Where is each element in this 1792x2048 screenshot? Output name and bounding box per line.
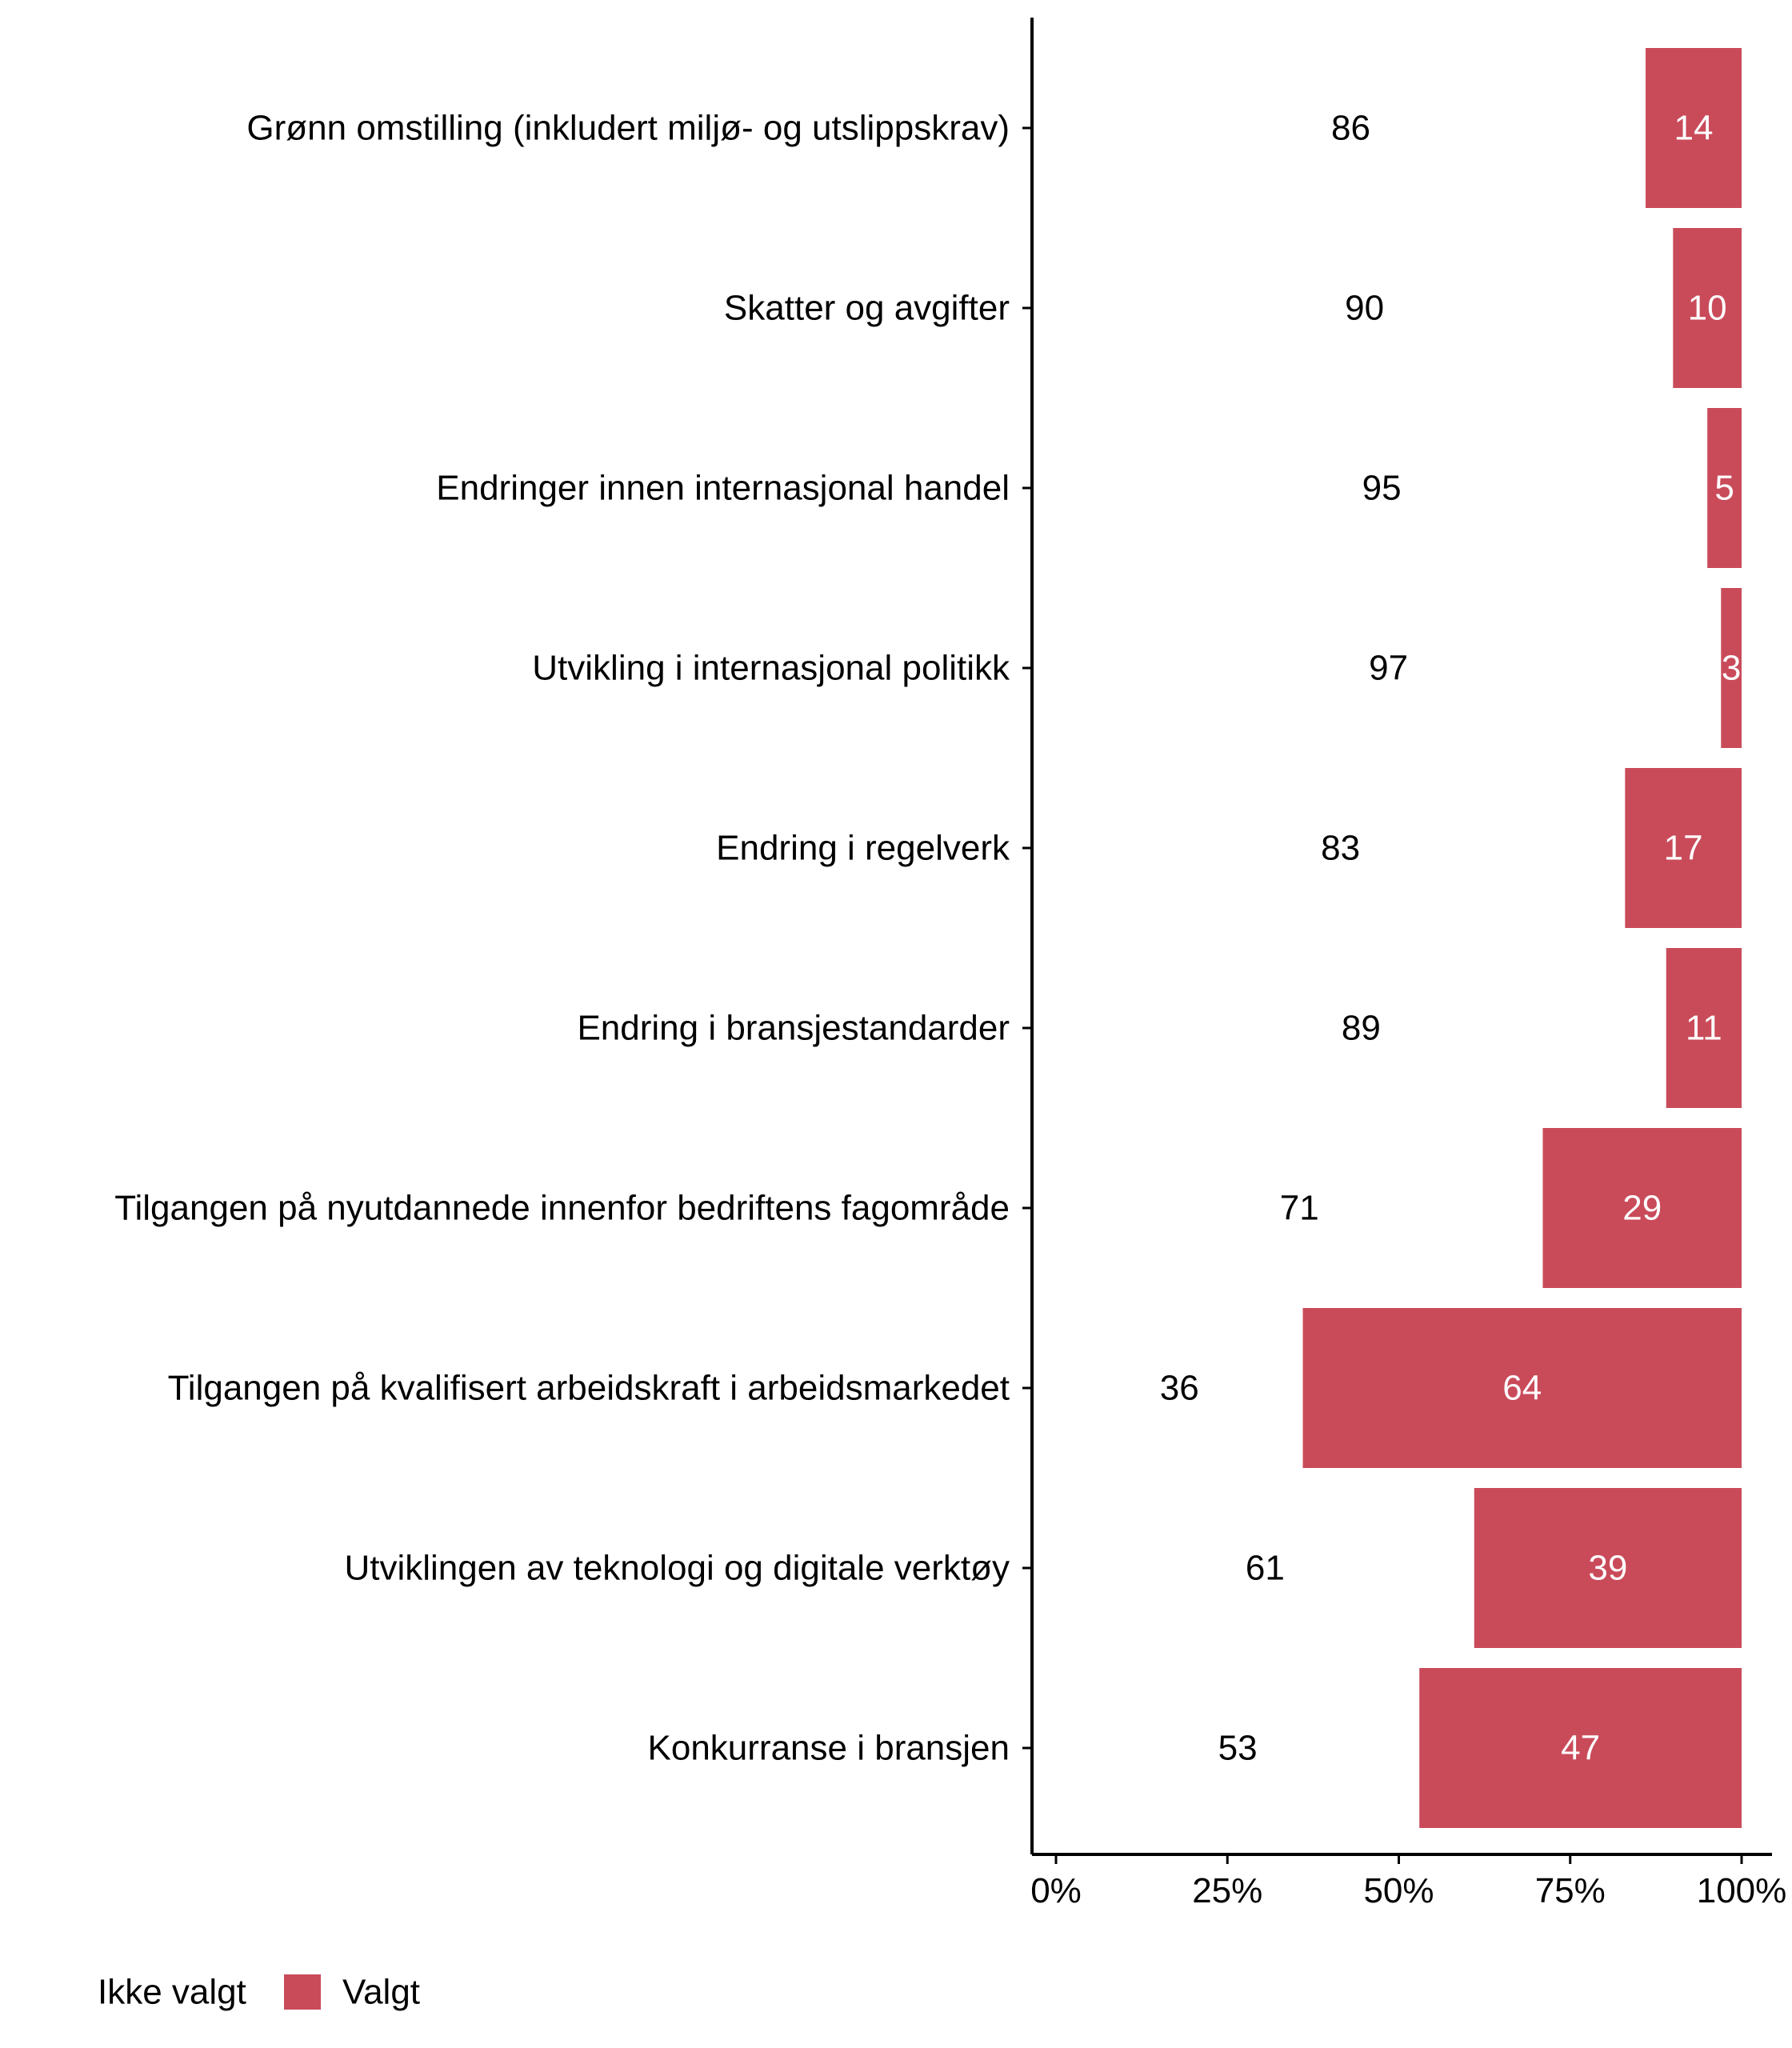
value-label-valgt: 64 (1502, 1369, 1542, 1408)
value-label-valgt: 5 (1714, 469, 1734, 508)
x-tick-label: 100% (1697, 1871, 1787, 1910)
bar-ikke-valgt (1056, 1128, 1543, 1288)
category-label: Tilgangen på kvalifisert arbeidskraft i … (168, 1369, 1010, 1408)
bar-valgt (1646, 48, 1742, 208)
bar-ikke-valgt (1056, 228, 1674, 388)
category-label: Skatter og avgifter (724, 289, 1010, 328)
category-label: Endringer innen internasjonal handel (436, 469, 1010, 508)
value-label-valgt: 3 (1722, 649, 1741, 688)
value-label-valgt: 10 (1688, 289, 1727, 328)
legend-swatch-valgt (284, 1974, 321, 2010)
value-label-valgt: 17 (1664, 829, 1703, 868)
value-label-valgt: 14 (1674, 109, 1714, 148)
bar-valgt (1625, 768, 1742, 928)
bar-valgt (1542, 1128, 1742, 1288)
bar-ikke-valgt (1056, 1668, 1420, 1828)
category-label: Grønn omstilling (inkludert miljø- og ut… (246, 109, 1010, 148)
x-tick-label: 50% (1363, 1871, 1434, 1910)
legend-label-ikke-valgt: Ikke valgt (98, 1973, 246, 2012)
value-label-ikke-valgt: 89 (1342, 1009, 1381, 1048)
value-label-ikke-valgt: 71 (1280, 1189, 1319, 1228)
value-label-ikke-valgt: 53 (1218, 1729, 1258, 1768)
bar-valgt (1419, 1668, 1742, 1828)
value-label-ikke-valgt: 95 (1362, 469, 1402, 508)
category-label: Endring i regelverk (716, 829, 1010, 868)
bar-valgt (1474, 1488, 1742, 1648)
bar-valgt (1302, 1308, 1742, 1468)
value-label-ikke-valgt: 36 (1160, 1369, 1199, 1408)
value-label-valgt: 29 (1622, 1189, 1662, 1228)
value-label-ikke-valgt: 90 (1345, 289, 1384, 328)
value-label-ikke-valgt: 86 (1331, 109, 1370, 148)
bar-valgt (1721, 588, 1742, 748)
bar-valgt (1673, 228, 1742, 388)
category-label: Utvikling i internasjonal politikk (532, 649, 1010, 688)
axes-layer: 0% 25% 50% 75% 100% (1022, 18, 1786, 1910)
bar-ikke-valgt (1056, 948, 1666, 1108)
legend: Ikke valgt Valgt (98, 1973, 420, 2012)
value-label-valgt: 39 (1588, 1549, 1627, 1588)
bar-valgt (1666, 948, 1742, 1108)
bars-layer (1056, 48, 1742, 1828)
x-tick-label: 25% (1192, 1871, 1262, 1910)
value-labels-layer: Grønn omstilling (inkludert miljø- og ut… (114, 109, 1741, 1768)
bar-ikke-valgt (1056, 768, 1626, 928)
legend-label-valgt: Valgt (342, 1973, 420, 2012)
category-label: Tilgangen på nyutdannede innenfor bedrif… (114, 1189, 1010, 1228)
value-label-valgt: 47 (1561, 1729, 1600, 1768)
bar-ikke-valgt (1056, 588, 1722, 748)
value-label-valgt: 11 (1686, 1009, 1722, 1048)
bar-ikke-valgt (1056, 1308, 1303, 1468)
value-label-ikke-valgt: 61 (1246, 1549, 1285, 1588)
category-label: Konkurranse i bransjen (648, 1729, 1010, 1768)
value-label-ikke-valgt: 97 (1369, 649, 1408, 688)
category-label: Endring i bransjestandarder (577, 1009, 1010, 1048)
category-label: Utviklingen av teknologi og digitale ver… (344, 1549, 1010, 1588)
x-tick-label: 0% (1030, 1871, 1082, 1910)
bar-ikke-valgt (1056, 408, 1708, 568)
value-label-ikke-valgt: 83 (1321, 829, 1360, 868)
bar-ikke-valgt (1056, 1488, 1474, 1648)
x-tick-label: 75% (1535, 1871, 1606, 1910)
bar-ikke-valgt (1056, 48, 1646, 208)
bar-valgt (1707, 408, 1742, 568)
